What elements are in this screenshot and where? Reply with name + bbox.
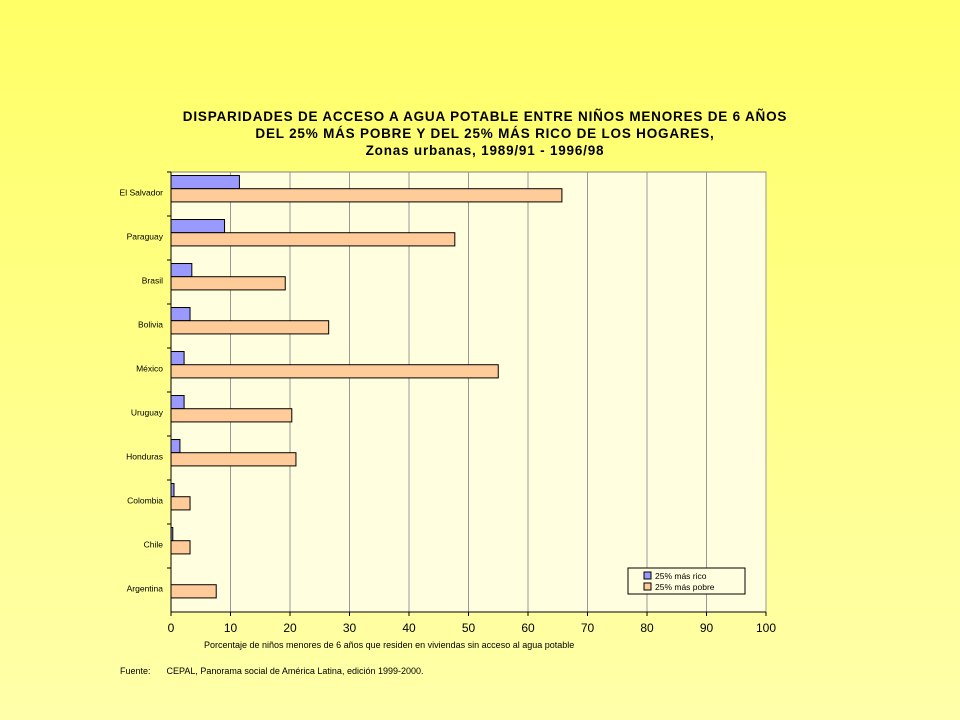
y-tick-label: Brasil	[142, 275, 163, 285]
bar-pobre	[170, 320, 330, 335]
source-label: Fuente:	[120, 666, 151, 676]
y-tick-label: Bolivia	[138, 319, 163, 329]
bar-rico	[170, 439, 181, 454]
legend-label: 25% más pobre	[655, 582, 715, 592]
bar-pobre	[170, 408, 293, 423]
x-tick-label: 90	[700, 621, 714, 635]
y-tick-label: Argentina	[127, 583, 164, 593]
y-tick-label: Paraguay	[127, 231, 164, 241]
x-tick-label: 60	[521, 621, 535, 635]
bar-pobre	[170, 452, 297, 467]
x-tick-label: 40	[402, 621, 416, 635]
chart-title-line-1: DISPARIDADES DE ACCESO A AGUA POTABLE EN…	[182, 109, 788, 124]
y-tick-label: Honduras	[126, 451, 163, 461]
y-tick-label: Chile	[144, 539, 164, 549]
x-tick-label: 0	[168, 621, 175, 635]
bar-rico	[170, 219, 226, 234]
y-tick-label: El Salvador	[120, 187, 164, 197]
chart-title-line-2: DEL 25% MÁS POBRE Y DEL 25% MÁS RICO DE …	[255, 126, 715, 141]
x-tick-label: 80	[640, 621, 654, 635]
bar-rico	[170, 307, 191, 322]
bar-pobre	[170, 540, 191, 555]
source-note: Fuente: CEPAL, Panorama social de Améric…	[120, 666, 424, 676]
bar-pobre	[170, 364, 499, 379]
source-text: CEPAL, Panorama social de América Latina…	[166, 666, 424, 676]
bar-pobre	[170, 584, 217, 599]
bar-rico	[170, 395, 185, 410]
y-tick-label: Colombia	[127, 495, 163, 505]
legend-swatch	[643, 571, 652, 580]
legend-label: 25% más rico	[655, 571, 707, 581]
x-axis-title: Porcentaje de niños menores de 6 años qu…	[204, 640, 574, 650]
bar-pobre	[170, 188, 563, 203]
x-tick-label: 100	[756, 621, 776, 635]
bar-rico	[170, 175, 240, 190]
bar-rico	[170, 263, 193, 278]
x-tick-label: 20	[283, 621, 297, 635]
x-tick-label: 50	[462, 621, 476, 635]
bar-pobre	[170, 232, 456, 247]
x-tick-label: 10	[224, 621, 238, 635]
bar-rico	[170, 351, 185, 366]
legend-swatch	[643, 582, 652, 591]
chart-title-line-3: Zonas urbanas, 1989/91 - 1996/98	[365, 143, 605, 158]
bar-pobre	[170, 276, 286, 291]
chart-title: DISPARIDADES DE ACCESO A AGUA POTABLE EN…	[0, 108, 960, 159]
y-tick-label: Uruguay	[131, 407, 164, 417]
x-tick-label: 30	[343, 621, 357, 635]
bar-pobre	[170, 496, 191, 511]
x-tick-label: 70	[581, 621, 595, 635]
y-tick-label: México	[136, 363, 163, 373]
